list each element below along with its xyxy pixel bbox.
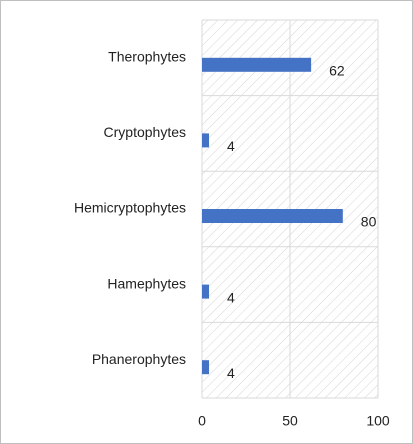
value-label: 80 xyxy=(361,214,377,230)
y-tick-label: Phanerophytes xyxy=(92,351,186,367)
bar xyxy=(202,284,210,299)
bar xyxy=(202,133,210,148)
y-tick-label: Hemicryptophytes xyxy=(74,200,186,216)
y-tick-label: Therophytes xyxy=(108,49,186,65)
bar xyxy=(202,209,343,223)
x-tick-label: 50 xyxy=(282,413,298,429)
y-tick-label: Cryptophytes xyxy=(104,124,186,140)
y-tick-label: Hamephytes xyxy=(107,275,186,291)
x-tick-label: 100 xyxy=(366,413,390,429)
bar xyxy=(202,57,312,72)
value-label: 4 xyxy=(227,289,235,305)
value-label: 62 xyxy=(329,63,345,79)
x-tick-label: 0 xyxy=(198,413,206,429)
value-label: 4 xyxy=(227,138,235,154)
bar xyxy=(202,360,210,375)
value-label: 4 xyxy=(227,365,235,381)
